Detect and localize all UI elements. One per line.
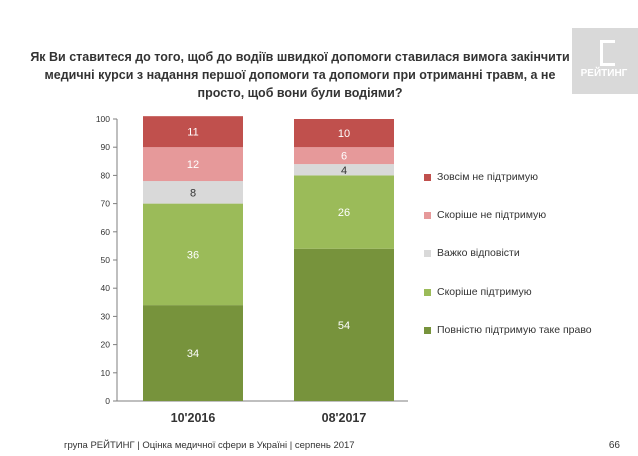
data-label: 10 xyxy=(338,128,350,140)
legend-swatch xyxy=(424,326,431,334)
y-tick-label: 70 xyxy=(101,199,111,209)
bar-segment xyxy=(294,248,394,401)
legend-label: Зовсім не підтримую xyxy=(437,171,539,183)
rating-logo: РЕЙТИНГ xyxy=(572,28,638,94)
y-tick-label: 60 xyxy=(101,227,111,237)
data-label: 36 xyxy=(187,249,199,261)
y-tick-label: 20 xyxy=(101,340,111,350)
footer-text: група РЕЙТИНГ | Оцінка медичної сфери в … xyxy=(64,440,355,451)
legend-item: Повністю підтримую таке право xyxy=(424,323,592,337)
legend-swatch xyxy=(424,211,431,219)
legend-swatch xyxy=(424,288,431,296)
bar-segment xyxy=(143,116,243,148)
y-tick-label: 0 xyxy=(105,396,110,406)
bar-segment xyxy=(294,119,394,148)
legend-item: Скоріше підтримую xyxy=(424,285,532,299)
bar-segment xyxy=(294,175,394,249)
y-tick-label: 100 xyxy=(96,114,110,124)
bar-segment xyxy=(143,203,243,306)
legend-swatch xyxy=(424,173,431,181)
data-label: 34 xyxy=(187,348,199,360)
y-tick-label: 40 xyxy=(101,283,111,293)
data-label: 54 xyxy=(338,320,350,332)
data-label: 26 xyxy=(338,207,350,219)
y-tick-label: 90 xyxy=(101,142,111,152)
y-tick-label: 10 xyxy=(101,368,111,378)
legend-label: Важко відповісти xyxy=(437,247,520,259)
bar-segment xyxy=(143,181,243,204)
x-category-label: 08'2017 xyxy=(322,411,367,425)
y-tick-label: 50 xyxy=(101,255,111,265)
data-label: 12 xyxy=(187,159,199,171)
logo-text: РЕЙТИНГ xyxy=(580,68,628,79)
y-tick-label: 30 xyxy=(101,311,111,321)
legend-item: Зовсім не підтримую xyxy=(424,170,538,184)
x-category-label: 10'2016 xyxy=(171,411,216,425)
legend-label: Скоріше не підтримую xyxy=(437,209,547,221)
y-tick-label: 80 xyxy=(101,170,111,180)
legend-item: Скоріше не підтримую xyxy=(424,208,546,222)
data-label: 8 xyxy=(190,187,196,199)
legend-item: Важко відповісти xyxy=(424,246,520,260)
bar-segment xyxy=(294,164,394,176)
logo-mark-icon xyxy=(600,40,615,66)
chart-title: Як Ви ставитеся до того, щоб до водіїв ш… xyxy=(30,50,570,100)
legend-label: Скоріше підтримую xyxy=(437,286,532,298)
legend-label: Повністю підтримую таке право xyxy=(437,324,592,336)
bar-segment xyxy=(294,147,394,165)
data-label: 4 xyxy=(341,165,347,177)
page-number: 66 xyxy=(608,440,620,451)
bar-segment xyxy=(143,305,243,401)
legend-swatch xyxy=(424,249,431,257)
data-label: 11 xyxy=(187,127,198,139)
bar-segment xyxy=(143,147,243,182)
data-label: 6 xyxy=(341,151,347,163)
